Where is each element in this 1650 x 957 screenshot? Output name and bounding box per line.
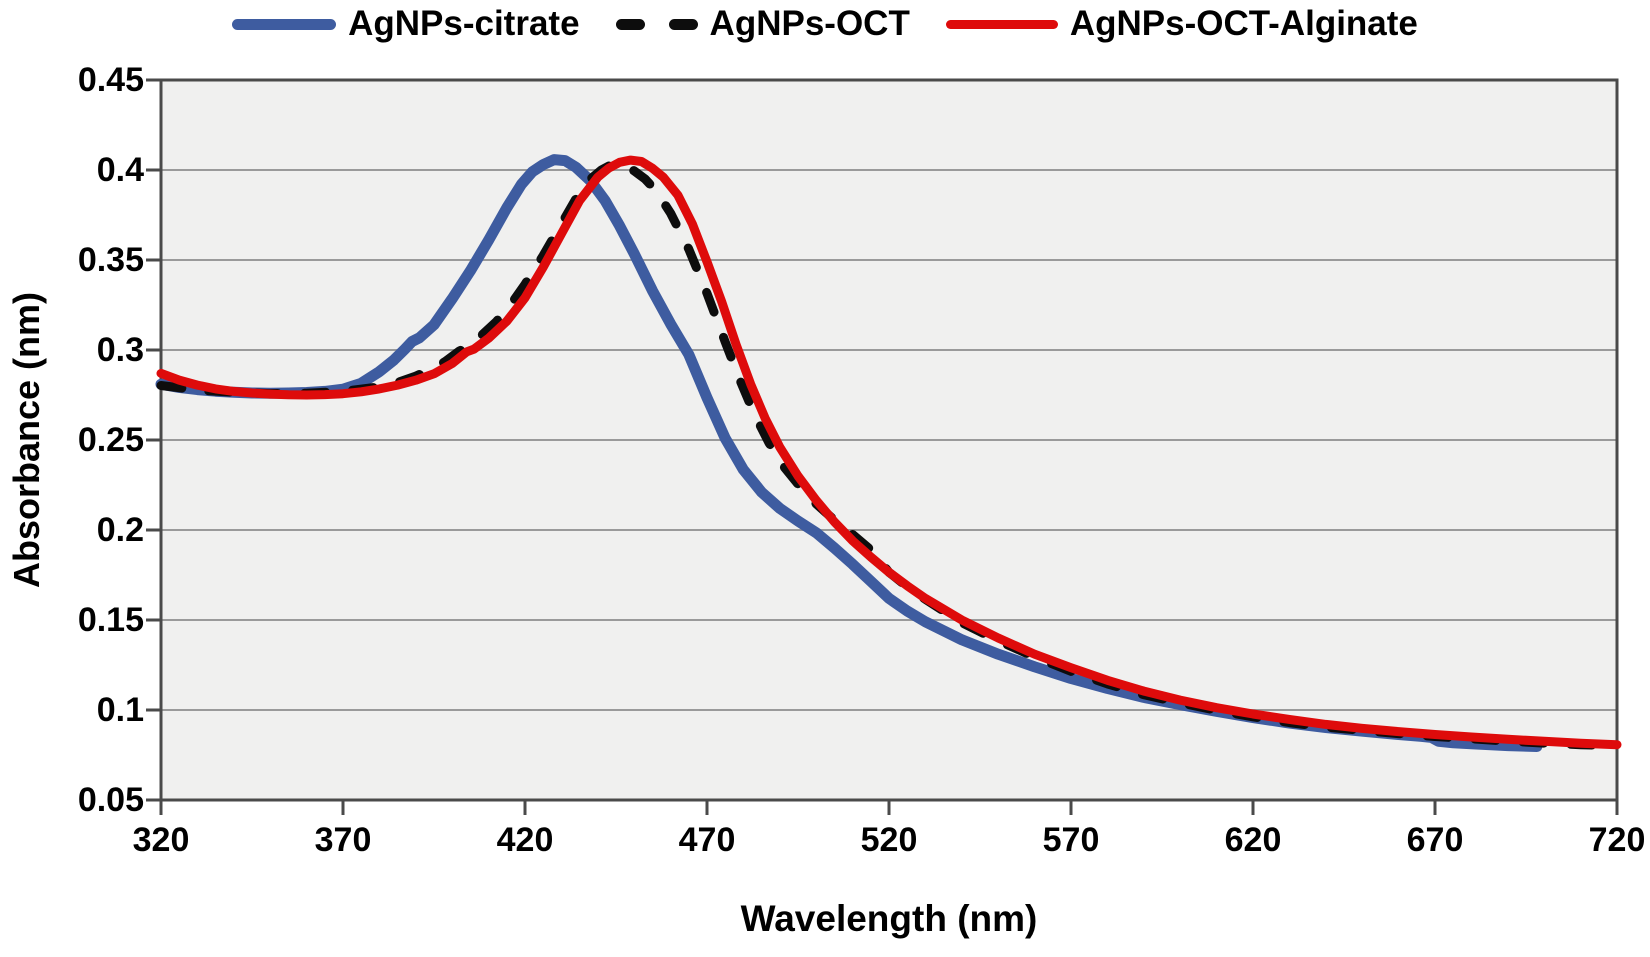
y-tick-label: 0.1 — [96, 691, 144, 729]
y-tick-label: 0.45 — [77, 61, 144, 99]
citrate-line-swatch-icon — [232, 18, 337, 30]
legend-label-oct: AgNPs-OCT — [709, 4, 910, 43]
legend-item-agnps-oct: AgNPs-OCT — [615, 4, 910, 44]
legend: AgNPs-citrate AgNPs-OCT AgNPs-OCT-Algina… — [0, 0, 1650, 48]
x-tick-label: 370 — [314, 821, 372, 859]
x-axis-title: Wavelength (nm) — [740, 898, 1038, 939]
x-tick-label: 320 — [132, 821, 190, 859]
legend-item-agnps-oct-alginate: AgNPs-OCT-Alginate — [945, 4, 1418, 44]
y-tick-label: 0.3 — [96, 331, 144, 369]
x-tick-label: 520 — [860, 821, 918, 859]
dash-segment-icon — [668, 18, 698, 30]
legend-label-alginate: AgNPs-OCT-Alginate — [1069, 4, 1418, 43]
y-tick-label: 0.2 — [96, 511, 144, 549]
y-tick-label: 0.05 — [77, 781, 144, 819]
y-tick-label: 0.35 — [77, 241, 144, 279]
dash-segment-icon — [615, 18, 645, 30]
x-tick-label: 470 — [678, 821, 736, 859]
x-tick-label: 620 — [1224, 821, 1282, 859]
series-line-agnps-oct-alginate — [156, 155, 1622, 750]
x-tick-label: 570 — [1042, 821, 1100, 859]
legend-label-citrate: AgNPs-citrate — [348, 4, 580, 43]
legend-item-agnps-citrate: AgNPs-citrate — [232, 4, 580, 44]
y-tick-label: 0.4 — [96, 151, 144, 189]
oct-dashed-line-swatch-icon — [615, 18, 698, 30]
x-tick-label: 420 — [496, 821, 554, 859]
x-tick-label: 670 — [1406, 821, 1464, 859]
alginate-line-swatch-icon — [945, 19, 1058, 29]
y-tick-label: 0.15 — [77, 601, 144, 639]
x-tick-label: 720 — [1588, 821, 1646, 859]
y-tick-label: 0.25 — [77, 421, 144, 459]
